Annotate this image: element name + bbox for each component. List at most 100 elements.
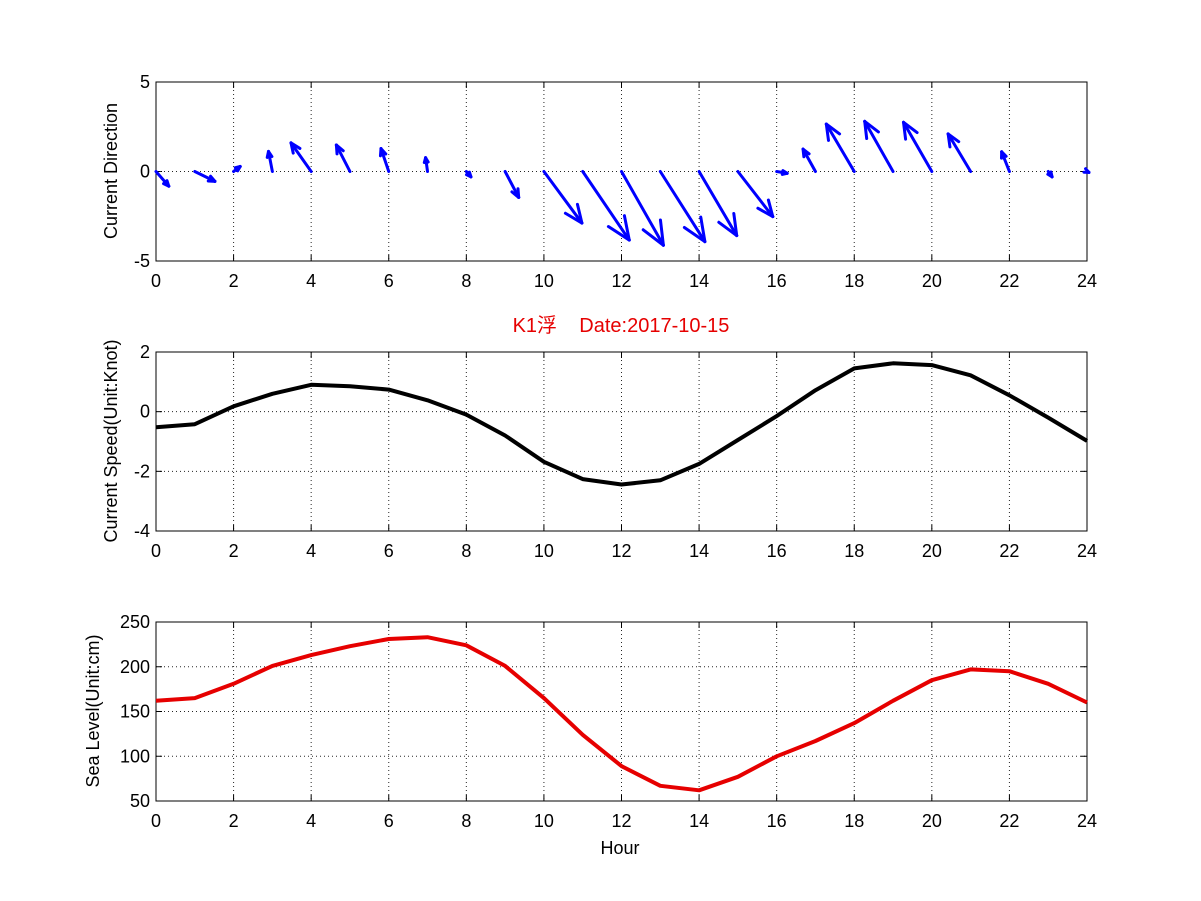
direction-xtick-label: 6 (384, 271, 394, 291)
direction-xtick-label: 22 (999, 271, 1019, 291)
speed-ytick-label: -2 (134, 461, 150, 481)
direction-xtick-label: 0 (151, 271, 161, 291)
direction-arrow-head (717, 220, 739, 238)
direction-arrow (1000, 150, 1011, 173)
direction-arrow-shaft (334, 143, 352, 173)
speed-ytick-label: 0 (140, 402, 150, 422)
speed-xtick-label: 18 (844, 541, 864, 561)
direction-arrow (1082, 167, 1091, 174)
direction-arrow (464, 170, 473, 179)
direction-arrow (697, 170, 739, 238)
sea-level-xtick-label: 10 (534, 811, 554, 831)
direction-panel: 0 2 4 6 8 10 12 14 16 18 20 22 24-505 (134, 72, 1097, 291)
speed-xtick-label: 22 (999, 541, 1019, 561)
direction-arrow-shaft (801, 147, 817, 173)
direction-arrow (378, 147, 391, 173)
direction-arrow-head (563, 211, 584, 225)
direction-arrow-head (902, 120, 908, 141)
direction-arrow-head (422, 156, 428, 165)
direction-arrow (801, 147, 817, 173)
direction-arrow (334, 143, 352, 173)
direction-arrow-head (824, 122, 842, 136)
direction-arrow-head (781, 169, 789, 175)
direction-arrow-shaft (620, 170, 665, 247)
speed-plot-area (155, 351, 1088, 532)
direction-arrow-head (641, 228, 665, 247)
direction-ytick-label: 0 (140, 162, 150, 182)
direction-arrow-head (732, 211, 739, 238)
direction-arrow-head (516, 187, 521, 199)
speed-series-line (155, 361, 1089, 487)
direction-arrow-head (289, 141, 295, 155)
direction-arrow-shaft (503, 170, 521, 199)
direction-xtick-label: 24 (1077, 271, 1097, 291)
direction-arrow (736, 170, 775, 219)
direction-arrow-shaft (902, 120, 934, 173)
direction-arrow (154, 170, 171, 188)
direction-arrow-head (209, 174, 217, 183)
sea-level-xtick-label: 4 (306, 811, 316, 831)
direction-arrow-head (334, 143, 339, 156)
direction-arrow-head (946, 132, 961, 144)
direction-xtick-label: 4 (306, 271, 316, 291)
sea-level-ytick-label: 200 (120, 657, 150, 677)
direction-arrow-head (1084, 167, 1091, 174)
direction-arrow-shaft (697, 170, 739, 238)
direction-arrow (824, 122, 856, 173)
sea-level-ytick-label: 150 (120, 702, 150, 722)
speed-xtick-label: 0 (151, 541, 161, 561)
speed-xtick-label: 24 (1077, 541, 1097, 561)
sea-level-xtick-label: 22 (999, 811, 1019, 831)
direction-arrow-head (1049, 170, 1054, 179)
direction-arrow-head (378, 147, 383, 158)
speed-xtick-label: 2 (229, 541, 239, 561)
sea-level-xtick-label: 8 (461, 811, 471, 831)
direction-arrow (422, 156, 430, 173)
direction-arrow-shaft (658, 170, 707, 244)
direction-arrow-head (233, 164, 242, 170)
direction-arrow-head (606, 225, 631, 242)
speed-xtick-label: 12 (611, 541, 631, 561)
direction-arrow-head (265, 149, 270, 159)
sea-level-xtick-label: 20 (922, 811, 942, 831)
direction-arrow-shaft (946, 132, 973, 173)
direction-arrow-head (801, 147, 806, 159)
sea-level-ytick-label: 100 (120, 746, 150, 766)
direction-arrow (193, 170, 217, 183)
speed-xtick-label: 20 (922, 541, 942, 561)
sea-level-xtick-label: 6 (384, 811, 394, 831)
direction-arrow-head (575, 202, 584, 225)
direction-arrow-shaft (863, 119, 895, 173)
speed-ytick-label: 2 (140, 342, 150, 362)
direction-arrow-head (658, 218, 665, 247)
sea-level-xtick-label: 24 (1077, 811, 1097, 831)
sea-level-ytick-label: 50 (130, 791, 150, 811)
direction-arrow (542, 170, 584, 225)
sea-level-series-line (155, 635, 1088, 793)
sea-level-xtick-label: 16 (767, 811, 787, 831)
direction-arrow-shaft (379, 147, 391, 173)
speed-xtick-label: 10 (534, 541, 554, 561)
direction-arrow (620, 170, 665, 247)
direction-arrow-shaft (542, 170, 584, 225)
direction-arrow-shaft (824, 122, 856, 173)
direction-arrow (946, 132, 973, 173)
speed-xtick-label: 14 (689, 541, 709, 561)
direction-arrow (658, 170, 707, 244)
direction-arrow (1046, 170, 1054, 179)
direction-arrow-head (766, 198, 775, 219)
speed-xtick-label: 6 (384, 541, 394, 561)
direction-ylabel: Current Direction (101, 103, 121, 239)
direction-arrow-head (165, 179, 171, 188)
direction-arrow-head (946, 132, 952, 149)
direction-arrow-shaft (736, 170, 775, 219)
direction-arrow-head (863, 119, 880, 134)
direction-xtick-label: 10 (534, 271, 554, 291)
direction-arrow-head (756, 206, 775, 219)
direction-xtick-label: 8 (461, 271, 471, 291)
speed-ylabel: Current Speed(Unit:Knot) (101, 339, 121, 542)
direction-arrow-head (467, 170, 473, 179)
direction-xtick-label: 20 (922, 271, 942, 291)
